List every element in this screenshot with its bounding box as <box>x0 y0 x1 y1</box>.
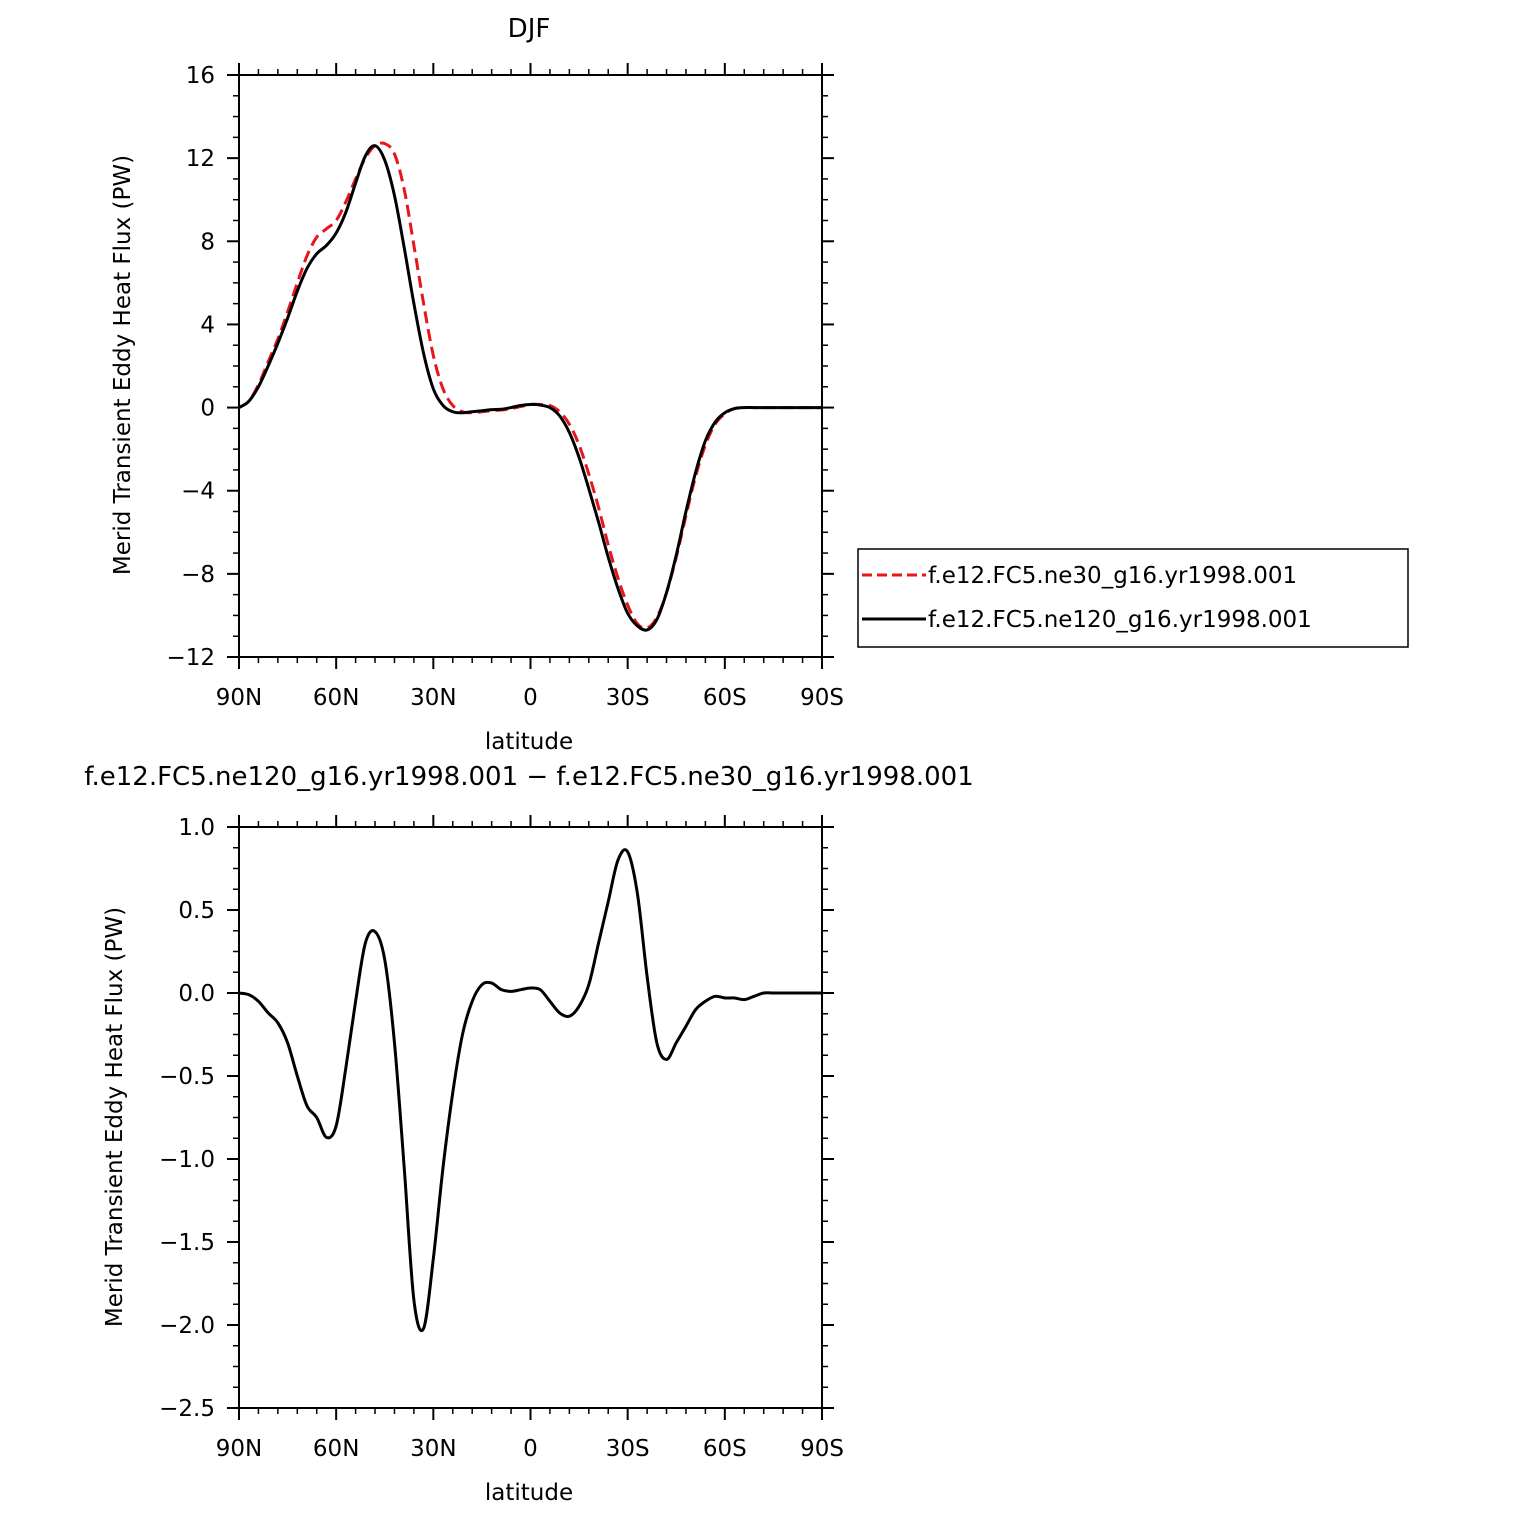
series-line-0-1 <box>238 144 822 632</box>
y-tick-label: −1.5 <box>159 1230 215 1256</box>
y-tick-label: 8 <box>200 229 215 255</box>
x-tick-label: 30N <box>410 1436 456 1462</box>
x-tick-label: 90S <box>800 1436 844 1462</box>
series-line-1-0 <box>238 848 822 1333</box>
legend-label-ne30: f.e12.FC5.ne30_g16.yr1998.001 <box>928 563 1297 589</box>
bottom-panel-title: f.e12.FC5.ne120_g16.yr1998.001 − f.e12.F… <box>84 762 974 792</box>
y-tick-label: 12 <box>186 146 215 172</box>
x-tick-label: 60N <box>313 1436 359 1462</box>
y-tick-label: 1.0 <box>178 815 215 841</box>
y-tick-label: −0.5 <box>159 1064 215 1090</box>
series-line-0-0 <box>238 141 822 630</box>
y-tick-label: −1.0 <box>159 1147 215 1173</box>
x-tick-label: 90N <box>216 1436 262 1462</box>
x-tick-label: 60N <box>313 685 359 711</box>
bottom-plot-area: 90N 60N 30N 0 30S 60S 90S 1.0 0.5 0.0 −0.5 −1.0 −1.5… <box>159 815 844 1462</box>
y-tick-label: 0 <box>200 396 215 422</box>
bottom-x-axis-label: latitude <box>485 1480 573 1506</box>
y-tick-label: −12 <box>166 645 215 671</box>
y-tick-label: −2.5 <box>159 1396 215 1422</box>
legend-label-ne120: f.e12.FC5.ne120_g16.yr1998.001 <box>928 607 1312 633</box>
x-tick-label: 90S <box>800 685 844 711</box>
x-tick-label: 30N <box>410 685 456 711</box>
x-tick-label: 0 <box>523 1436 538 1462</box>
y-tick-label: −2.0 <box>159 1313 215 1339</box>
y-tick-label: −8 <box>181 562 215 588</box>
plot-frame <box>238 826 823 1409</box>
y-tick-label: 4 <box>200 312 215 338</box>
y-tick-label: 0.0 <box>178 981 215 1007</box>
bottom-y-axis-label: Merid Transient Eddy Heat Flux (PW) <box>102 907 128 1327</box>
y-tick-label: 0.5 <box>178 898 215 924</box>
top-y-axis-label: Merid Transient Eddy Heat Flux (PW) <box>110 155 136 575</box>
x-tick-label: 30S <box>606 1436 650 1462</box>
top-plot-area: 90N 60N 30N 0 30S 60S 90S 16 12 8 4 0 −4 −8 −12 <box>166 63 844 711</box>
plot-frame <box>238 74 823 658</box>
x-tick-label: 90N <box>216 685 262 711</box>
top-x-axis-label: latitude <box>485 729 573 755</box>
bottom-panel: f.e12.FC5.ne120_g16.yr1998.001 − f.e12.F… <box>84 762 974 1506</box>
x-tick-label: 60S <box>703 685 747 711</box>
x-tick-label: 0 <box>523 685 538 711</box>
legend-box <box>857 548 1409 648</box>
y-tick-label: −4 <box>181 479 215 505</box>
top-legend: f.e12.FC5.ne30_g16.yr1998.001 f.e12.FC5.… <box>857 548 1409 648</box>
top-panel-title: DJF <box>508 14 551 44</box>
top-panel: DJF 90N 60N 30N 0 30S 60S 90S 16 12 8 4 0 −4 −8 −12 la… <box>110 14 1409 755</box>
x-tick-label: 30S <box>606 685 650 711</box>
x-tick-label: 60S <box>703 1436 747 1462</box>
y-tick-label: 16 <box>186 63 215 89</box>
